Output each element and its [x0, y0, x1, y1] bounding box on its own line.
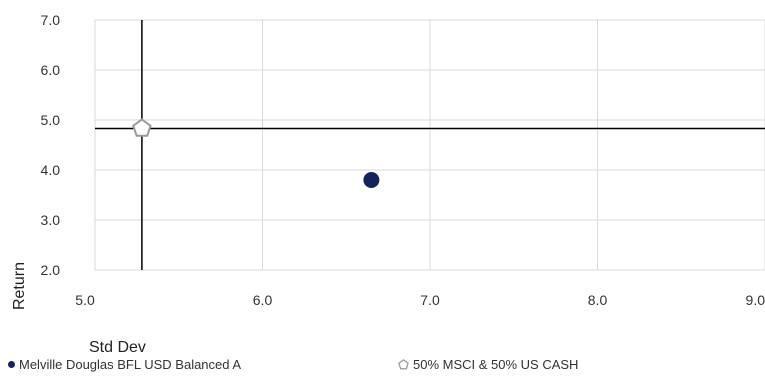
legend-pentagon-icon — [398, 359, 409, 370]
reference-lines — [95, 20, 765, 270]
legend: Melville Douglas BFL USD Balanced A 50% … — [8, 356, 758, 374]
x-tick-label: 9.0 — [746, 292, 765, 308]
y-tick-label: 5.0 — [41, 112, 61, 128]
data-point-benchmark — [132, 118, 152, 137]
y-tick-label: 2.0 — [41, 262, 61, 278]
data-point-fund — [363, 172, 380, 188]
legend-item-benchmark: 50% MSCI & 50% US CASH — [398, 356, 578, 374]
x-tick-label: 6.0 — [253, 292, 273, 308]
x-tick-label: 8.0 — [588, 292, 608, 308]
legend-item-fund: Melville Douglas BFL USD Balanced A — [8, 356, 241, 374]
tick-labels: 2.0 3.0 4.0 5.0 6.0 7.0 5.0 6.0 7.0 8.0 9.0 — [41, 12, 765, 308]
legend-label-benchmark: 50% MSCI & 50% US CASH — [413, 357, 579, 372]
y-tick-label: 3.0 — [41, 212, 61, 228]
data-points — [132, 118, 380, 188]
y-tick-label: 4.0 — [41, 162, 61, 178]
legend-circle-icon — [8, 361, 15, 369]
legend-label-fund: Melville Douglas BFL USD Balanced A — [19, 357, 242, 372]
y-tick-label: 6.0 — [41, 62, 61, 78]
x-tick-label: 7.0 — [420, 292, 440, 308]
y-axis-label: Return — [11, 262, 28, 310]
x-tick-label: 5.0 — [75, 292, 95, 308]
grid — [94, 19, 765, 271]
y-tick-label: 7.0 — [41, 12, 61, 28]
x-axis-label: Std Dev — [89, 339, 146, 356]
